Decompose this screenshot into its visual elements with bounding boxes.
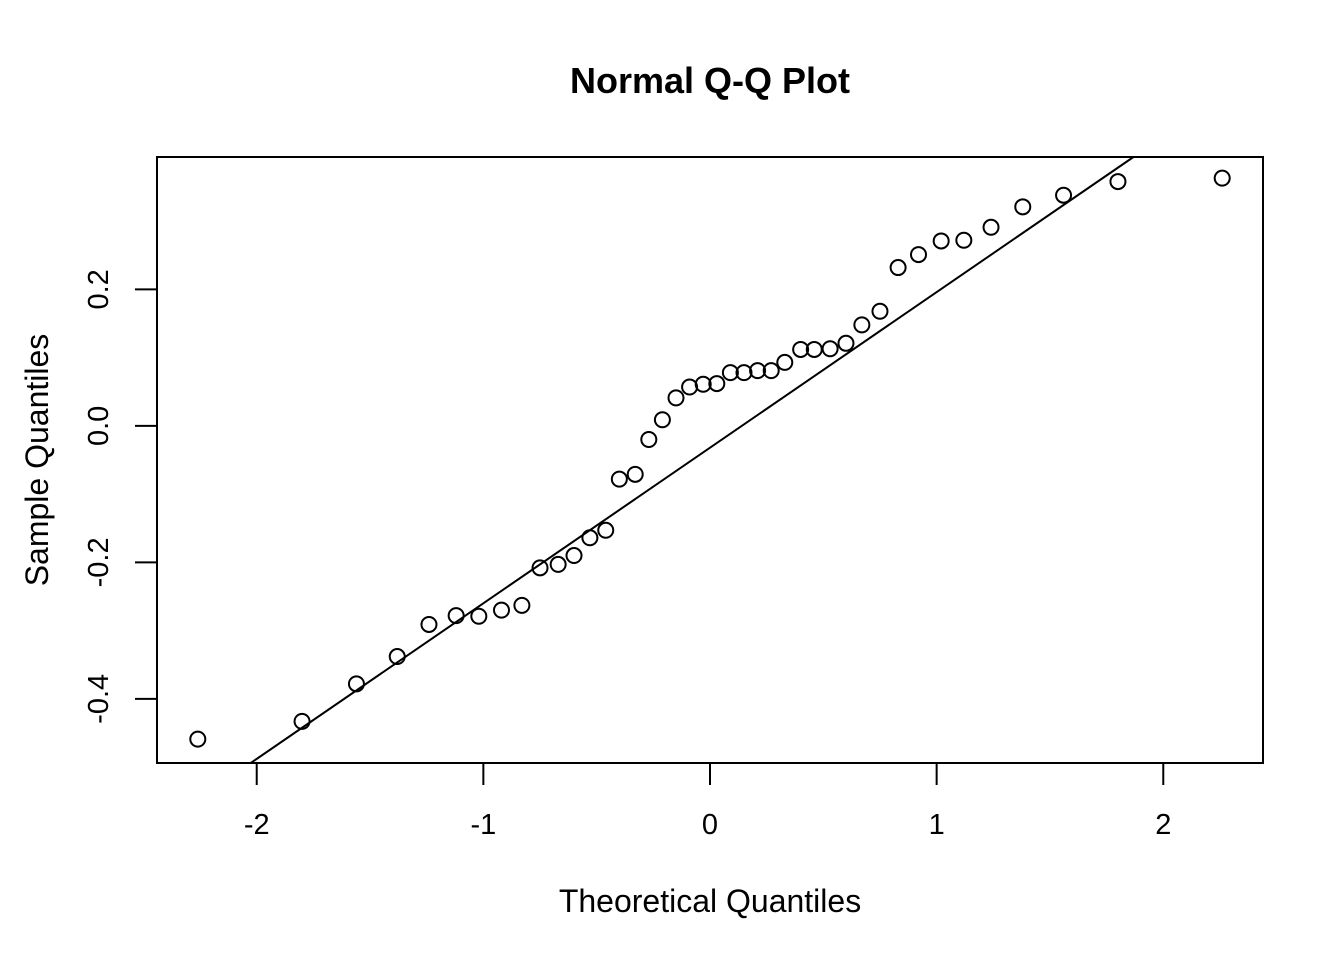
data-point <box>1014 198 1032 216</box>
data-point <box>871 302 889 320</box>
data-point <box>708 375 726 393</box>
data-point <box>513 596 531 614</box>
x-axis: -2 -1 0 1 2 <box>244 763 1171 841</box>
data-point <box>610 470 628 488</box>
data-point <box>889 259 907 277</box>
x-tick-label: 1 <box>929 809 945 841</box>
y-axis-label: Sample Quantiles <box>19 334 55 587</box>
y-tick-label: 0.0 <box>83 406 115 446</box>
reference-line-group <box>250 156 1135 764</box>
data-points <box>189 169 1231 748</box>
x-tick-label: 2 <box>1155 809 1171 841</box>
data-point <box>531 559 549 577</box>
data-point <box>982 218 1000 236</box>
data-point <box>735 364 753 382</box>
x-tick-label: 0 <box>702 809 718 841</box>
data-point <box>694 375 712 393</box>
data-point <box>792 340 810 358</box>
data-point <box>762 362 780 380</box>
data-point <box>597 521 615 539</box>
data-point <box>653 411 671 429</box>
data-point <box>776 353 794 371</box>
y-axis: -0.4 -0.2 0.0 0.2 <box>83 269 157 724</box>
data-point <box>955 231 973 249</box>
data-point <box>189 730 207 748</box>
data-point <box>388 648 406 666</box>
x-axis-label: Theoretical Quantiles <box>559 883 861 919</box>
data-point <box>626 465 644 483</box>
y-tick-label: -0.2 <box>83 537 115 587</box>
data-point <box>667 389 685 407</box>
x-tick-label: -1 <box>470 809 496 841</box>
data-point <box>293 712 311 730</box>
data-point <box>470 607 488 625</box>
y-tick-label: 0.2 <box>83 269 115 309</box>
data-point <box>581 529 599 547</box>
reference-line <box>250 156 1135 764</box>
y-tick-label: -0.4 <box>83 674 115 724</box>
data-point <box>420 615 438 633</box>
data-point <box>447 607 465 625</box>
data-point <box>492 601 510 619</box>
data-point <box>932 232 950 250</box>
data-point <box>837 334 855 352</box>
data-point <box>821 340 839 358</box>
plot-frame <box>156 156 1264 764</box>
data-point <box>681 378 699 396</box>
data-point <box>1109 173 1127 191</box>
data-point <box>347 675 365 693</box>
data-point <box>565 547 583 565</box>
data-point <box>1213 169 1231 187</box>
data-point <box>549 555 567 573</box>
chart-title: Normal Q-Q Plot <box>570 60 850 101</box>
data-point <box>749 362 767 380</box>
data-point <box>910 246 928 264</box>
data-point <box>721 364 739 382</box>
data-point <box>853 316 871 334</box>
data-point <box>640 431 658 449</box>
data-point <box>1055 186 1073 204</box>
x-tick-label: -2 <box>244 809 270 841</box>
